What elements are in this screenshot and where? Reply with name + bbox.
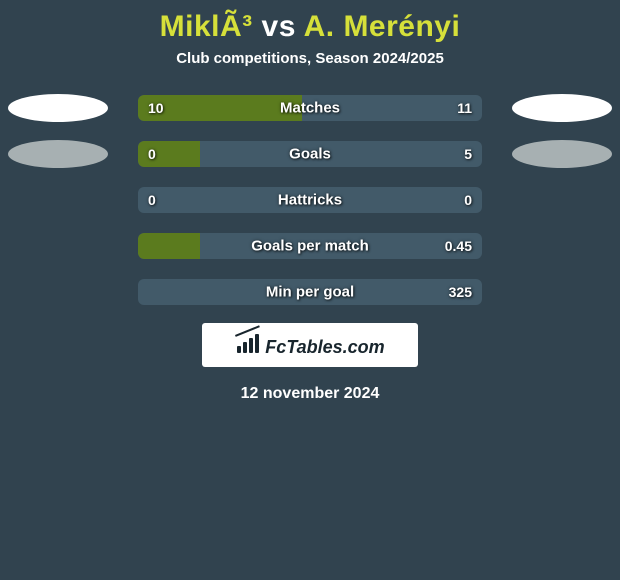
branding-bold: Fc — [265, 337, 286, 357]
player1-form-blob — [8, 94, 108, 122]
player2-form-blob — [512, 140, 612, 168]
stat-label: Min per goal — [266, 284, 354, 301]
player1-name: MiklÃ³ — [160, 10, 253, 43]
branding-text: FcTables.com — [265, 337, 384, 358]
comparison-title: MiklÃ³ vs A. Merényi — [0, 0, 620, 50]
stat-value-right: 11 — [457, 100, 472, 116]
stat-row: 0.45 Goals per match — [0, 231, 620, 261]
bar-chart-icon — [235, 333, 261, 353]
branding-badge[interactable]: FcTables.com — [202, 323, 418, 367]
stat-value-right: 0.45 — [445, 238, 472, 254]
stat-value-right: 325 — [449, 284, 472, 300]
stat-row: 0 5 Goals — [0, 139, 620, 169]
stat-value-left: 10 — [148, 100, 164, 116]
stat-label: Matches — [280, 100, 340, 117]
branding-inner: FcTables.com — [235, 333, 384, 358]
stats-rows: 10 11 Matches 0 5 Goals 0 0 Hattricks 0.45 Goals p… — [0, 93, 620, 307]
player1-form-blob — [8, 140, 108, 168]
player2-name: A. Merényi — [304, 10, 461, 43]
stat-value-left: 0 — [148, 146, 156, 162]
footer-date: 12 november 2024 — [0, 385, 620, 403]
stat-value-right: 5 — [464, 146, 472, 162]
stat-row: 325 Min per goal — [0, 277, 620, 307]
player2-form-blob — [512, 94, 612, 122]
comparison-card: MiklÃ³ vs A. Merényi Club competitions, … — [0, 0, 620, 403]
branding-rest: Tables.com — [286, 337, 384, 357]
stat-label: Goals per match — [251, 238, 369, 255]
stat-row: 0 0 Hattricks — [0, 185, 620, 215]
vs-text: vs — [253, 10, 304, 43]
stat-label: Hattricks — [278, 192, 342, 209]
comparison-subtitle: Club competitions, Season 2024/2025 — [0, 50, 620, 67]
stat-value-right: 0 — [464, 192, 472, 208]
stat-row: 10 11 Matches — [0, 93, 620, 123]
stat-bar-fill — [138, 233, 200, 259]
stat-value-left: 0 — [148, 192, 156, 208]
stat-label: Goals — [289, 146, 331, 163]
